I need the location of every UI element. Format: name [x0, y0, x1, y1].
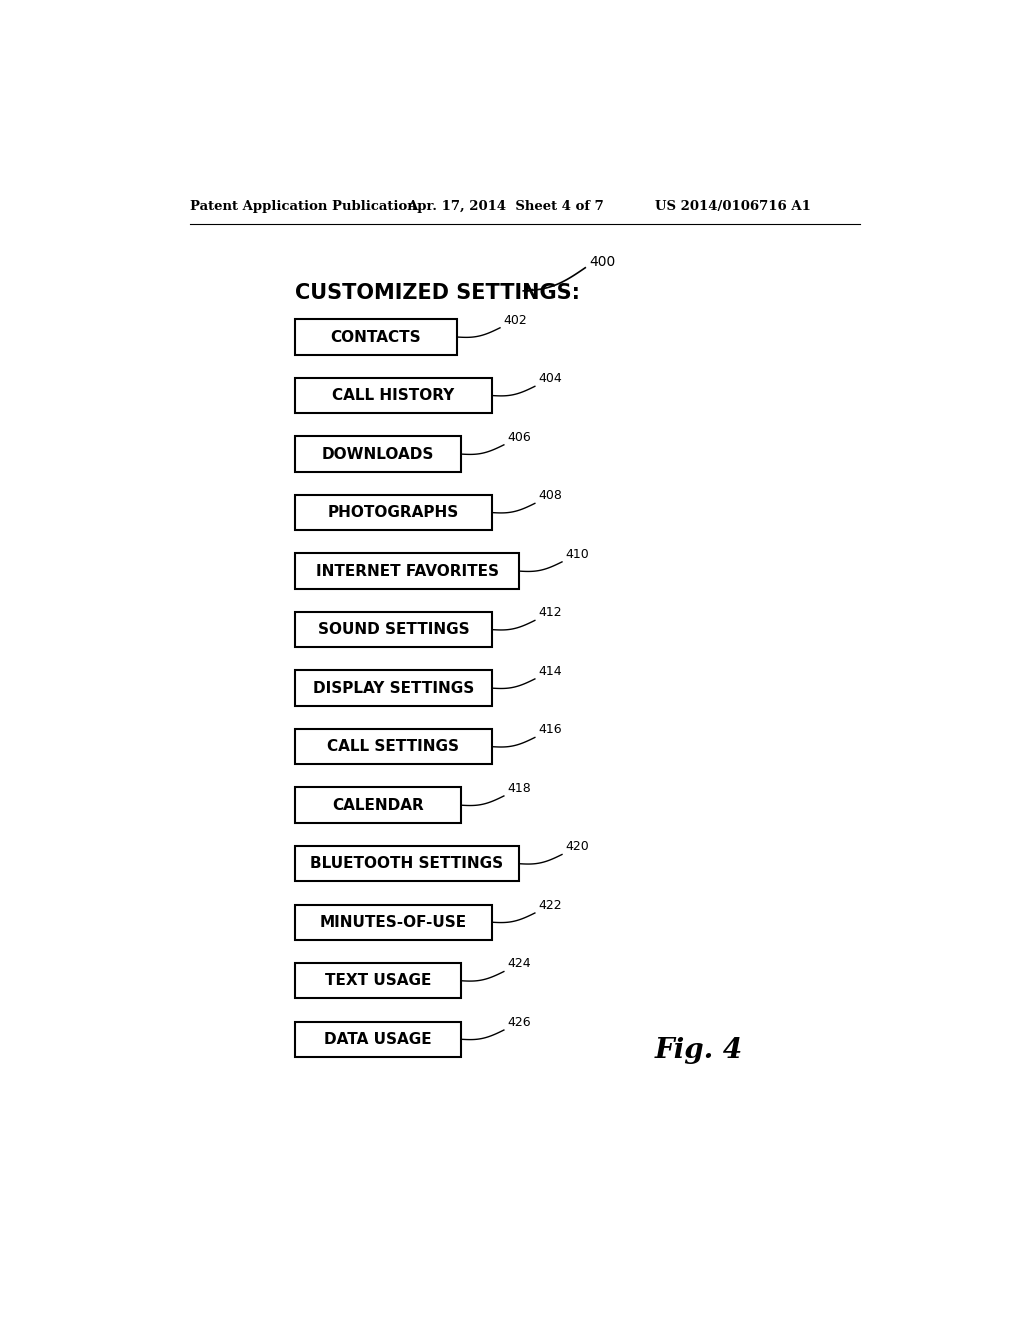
Text: INTERNET FAVORITES: INTERNET FAVORITES [315, 564, 499, 578]
Text: Patent Application Publication: Patent Application Publication [190, 199, 417, 213]
Text: TEXT USAGE: TEXT USAGE [325, 973, 431, 989]
Bar [295, 553, 519, 589]
Bar [295, 964, 461, 998]
Text: DISPLAY SETTINGS: DISPLAY SETTINGS [312, 681, 474, 696]
Bar [295, 729, 493, 764]
Bar [295, 495, 493, 531]
Bar [295, 612, 493, 647]
Text: CALENDAR: CALENDAR [332, 797, 424, 813]
Text: 412: 412 [539, 606, 562, 619]
Text: 420: 420 [566, 841, 590, 853]
Text: 418: 418 [508, 781, 531, 795]
Text: DOWNLOADS: DOWNLOADS [322, 446, 434, 462]
Bar [295, 1022, 461, 1057]
Text: 400: 400 [589, 255, 615, 268]
Text: CALL SETTINGS: CALL SETTINGS [328, 739, 460, 754]
Text: BLUETOOTH SETTINGS: BLUETOOTH SETTINGS [310, 857, 504, 871]
Text: MINUTES-OF-USE: MINUTES-OF-USE [319, 915, 467, 929]
Text: 408: 408 [539, 490, 562, 502]
Bar [295, 437, 461, 471]
Bar [295, 319, 458, 355]
Text: US 2014/0106716 A1: US 2014/0106716 A1 [655, 199, 811, 213]
Text: Fig. 4: Fig. 4 [655, 1038, 743, 1064]
Bar [295, 671, 493, 706]
Text: SOUND SETTINGS: SOUND SETTINGS [317, 622, 469, 638]
Text: CONTACTS: CONTACTS [331, 330, 421, 345]
Text: CALL HISTORY: CALL HISTORY [333, 388, 455, 403]
Bar [295, 904, 493, 940]
Text: 410: 410 [566, 548, 590, 561]
Text: CUSTOMIZED SETTINGS:: CUSTOMIZED SETTINGS: [295, 284, 580, 304]
Text: 416: 416 [539, 723, 562, 737]
Text: 414: 414 [539, 665, 562, 677]
Text: Apr. 17, 2014  Sheet 4 of 7: Apr. 17, 2014 Sheet 4 of 7 [407, 199, 604, 213]
Text: 404: 404 [539, 372, 562, 385]
Text: DATA USAGE: DATA USAGE [325, 1032, 432, 1047]
Text: 424: 424 [508, 957, 531, 970]
Text: 426: 426 [508, 1016, 531, 1028]
Text: 422: 422 [539, 899, 562, 912]
Bar [295, 378, 493, 413]
Text: 406: 406 [508, 430, 531, 444]
Text: PHOTOGRAPHS: PHOTOGRAPHS [328, 506, 459, 520]
Bar [295, 788, 461, 822]
Bar [295, 846, 519, 882]
Text: 402: 402 [504, 314, 527, 326]
